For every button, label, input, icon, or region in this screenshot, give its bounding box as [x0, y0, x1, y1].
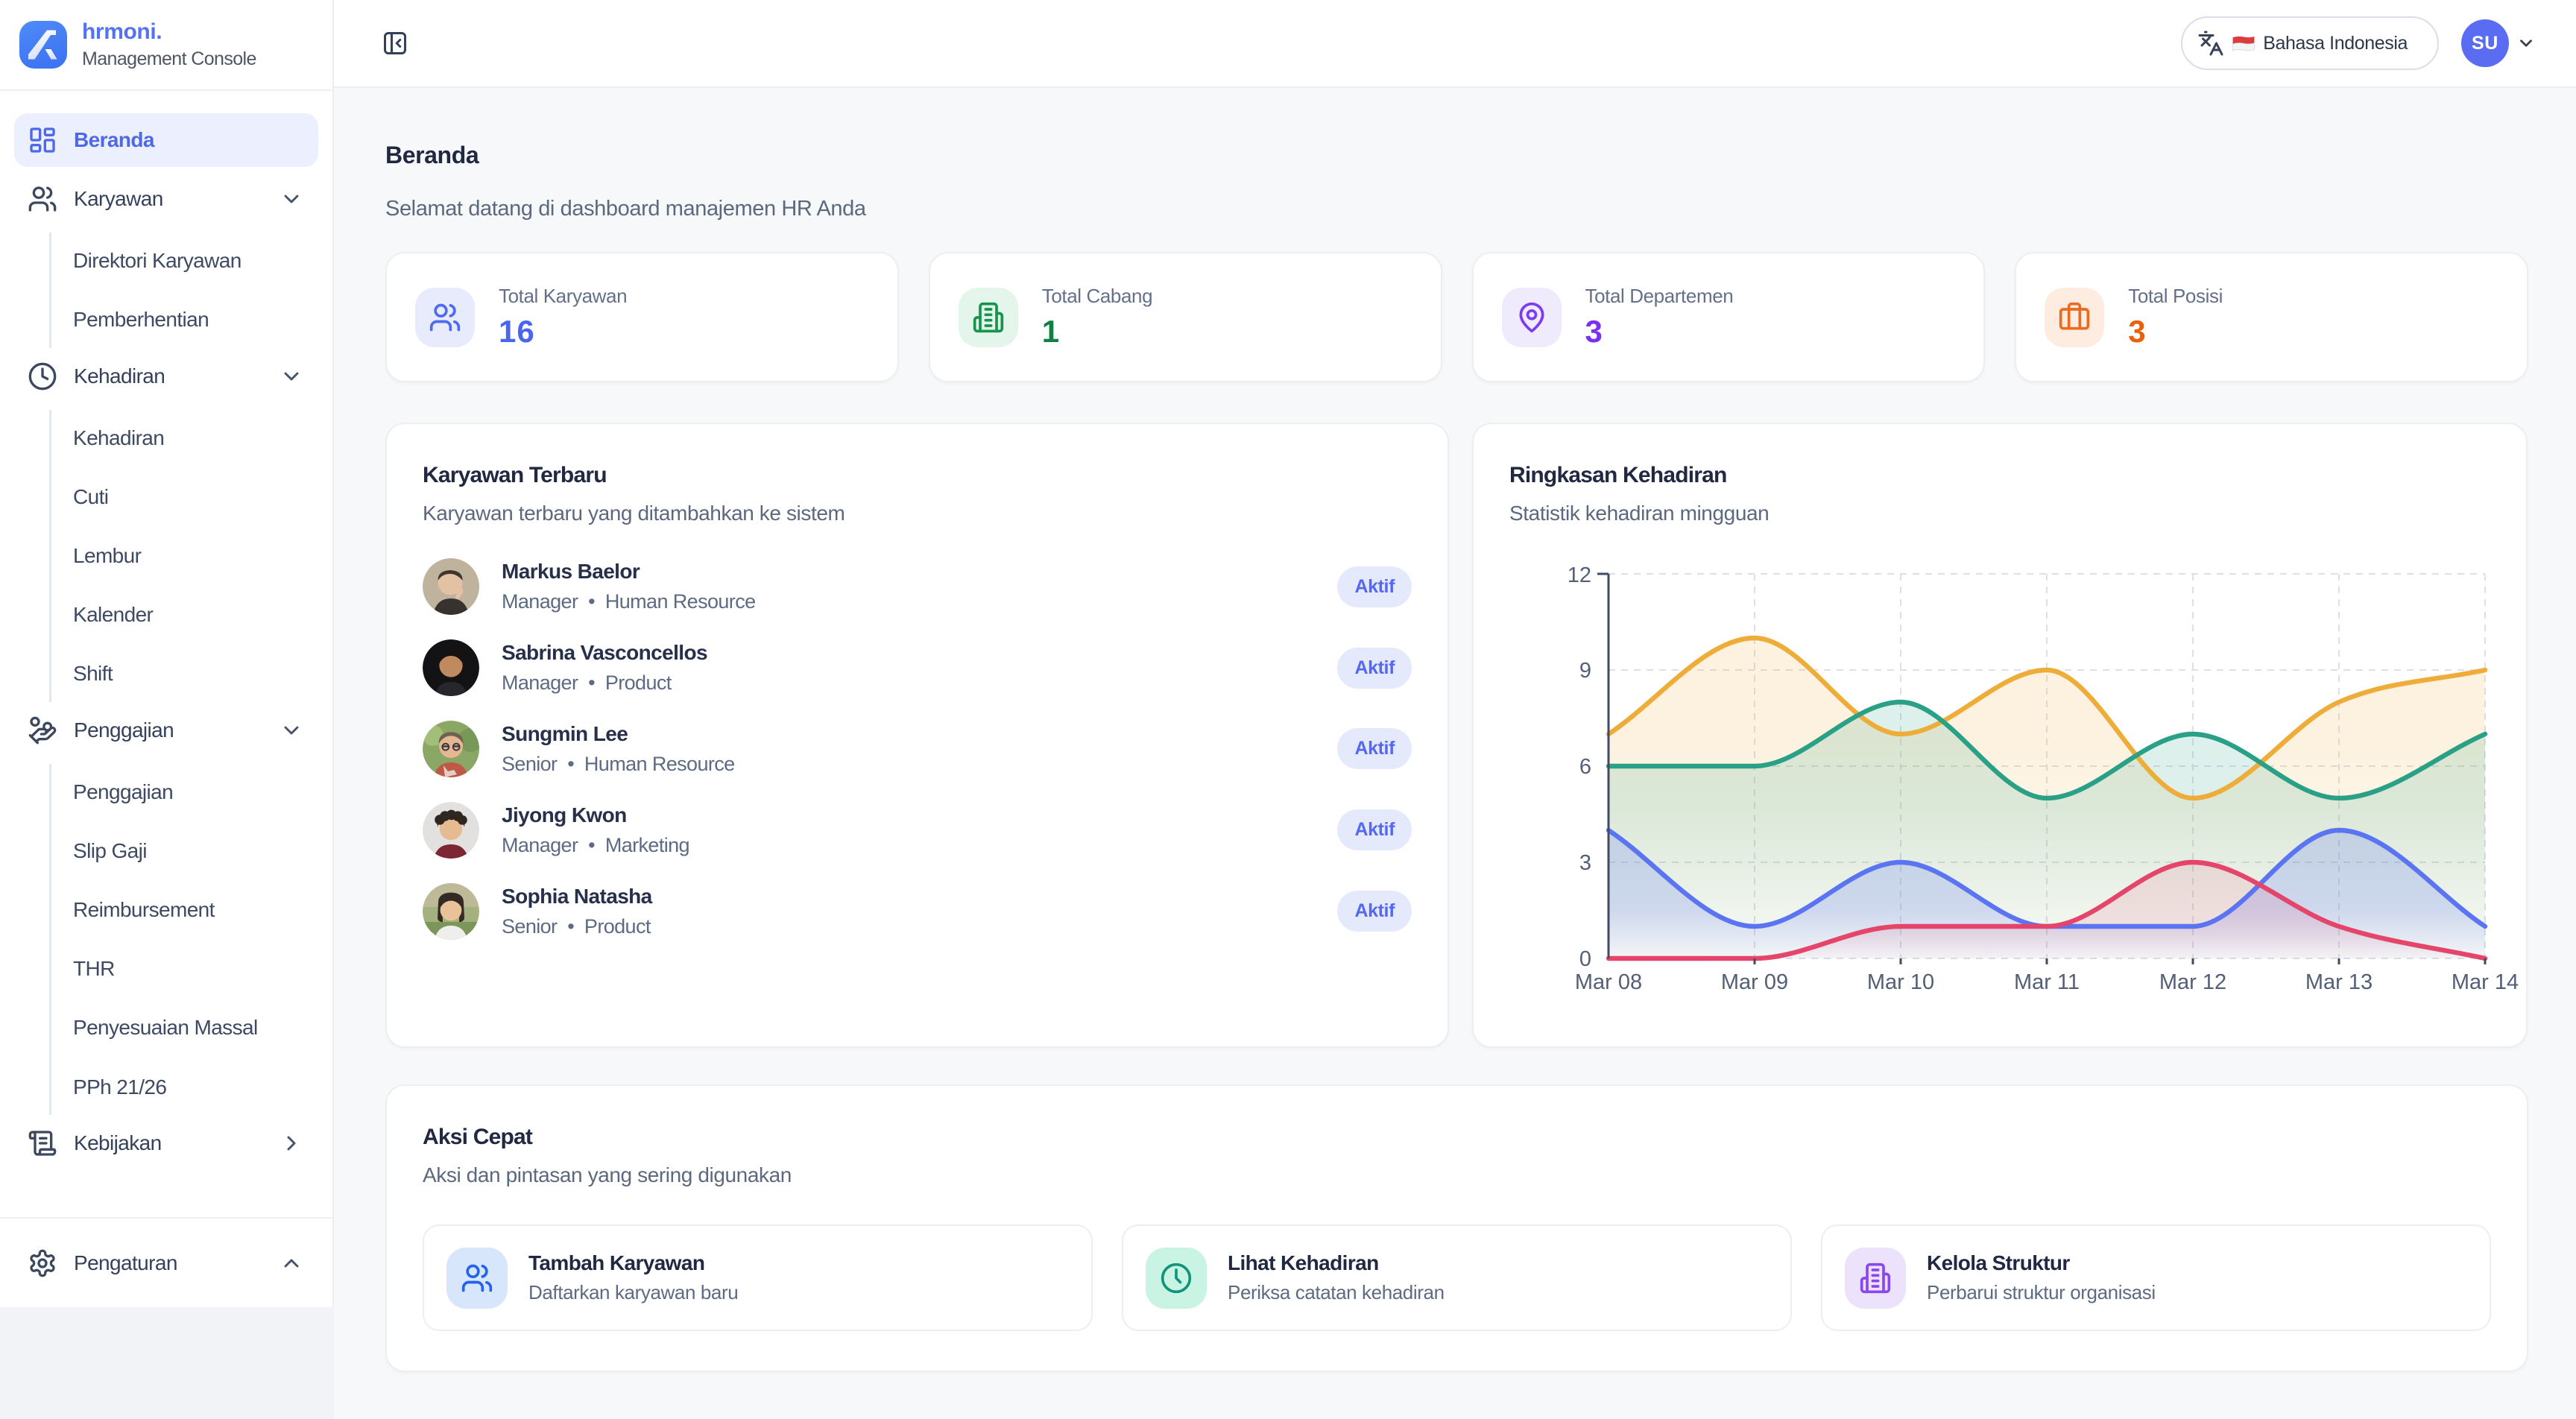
- svg-text:Mar 10: Mar 10: [1867, 970, 1934, 994]
- svg-text:Mar 11: Mar 11: [2014, 970, 2080, 994]
- svg-text:Mar 08: Mar 08: [1575, 970, 1642, 994]
- svg-text:9: 9: [1579, 659, 1591, 683]
- svg-text:0: 0: [1579, 947, 1591, 971]
- svg-text:12: 12: [1568, 563, 1591, 587]
- svg-text:Mar 14: Mar 14: [2452, 970, 2519, 994]
- svg-text:Mar 12: Mar 12: [2159, 970, 2226, 994]
- svg-text:Mar 13: Mar 13: [2305, 970, 2373, 994]
- svg-text:6: 6: [1579, 755, 1591, 779]
- svg-text:Mar 09: Mar 09: [1721, 970, 1788, 994]
- svg-text:3: 3: [1579, 851, 1591, 875]
